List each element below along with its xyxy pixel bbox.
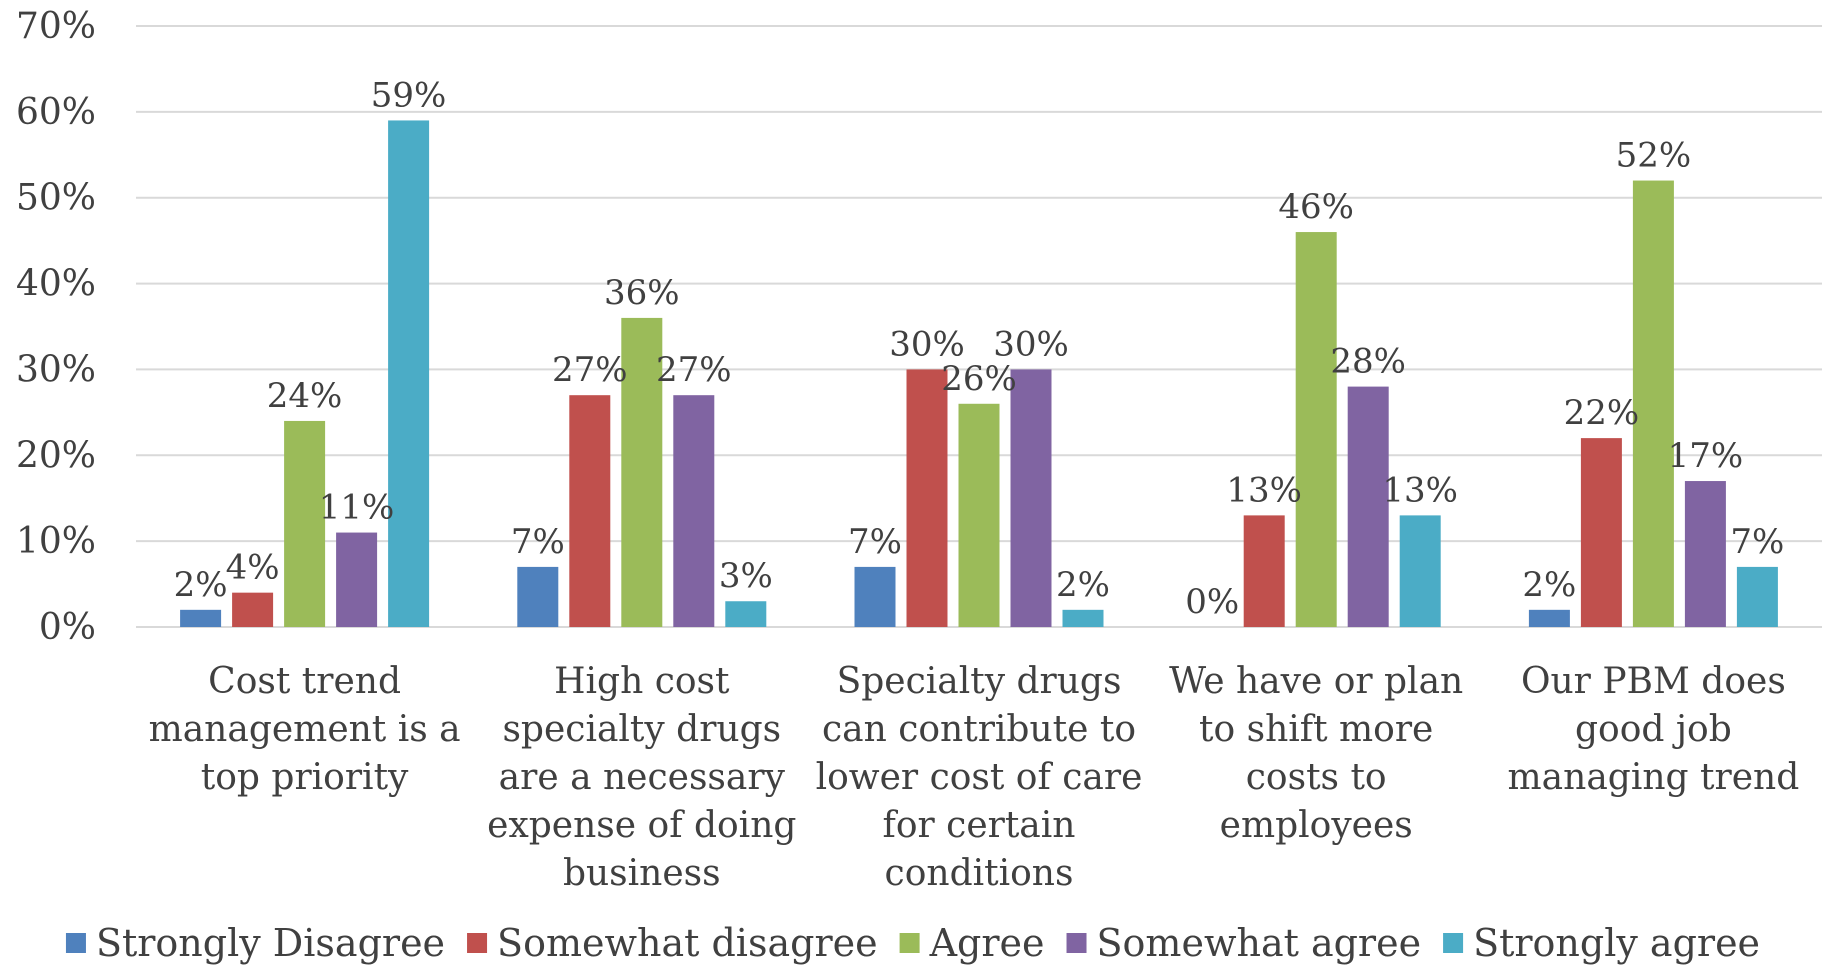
x-category-label-line: Cost trend xyxy=(208,661,401,702)
x-category-label-line: to shift more xyxy=(1199,709,1433,750)
y-tick-label: 30% xyxy=(16,349,96,390)
legend-label: Somewhat agree xyxy=(1097,921,1422,965)
y-tick-label: 20% xyxy=(16,435,96,476)
x-category-label-line: managing trend xyxy=(1508,757,1800,798)
bars xyxy=(180,120,1778,628)
data-label: 26% xyxy=(941,359,1017,399)
data-label: 7% xyxy=(1730,522,1784,562)
x-category-label-line: costs to xyxy=(1246,757,1387,798)
bar xyxy=(1347,386,1389,627)
x-category-label: We have or plan to shift more costs to empl… xyxy=(1169,661,1463,846)
x-category-label-line: good job xyxy=(1575,709,1732,750)
x-category-label-line: for certain xyxy=(883,805,1076,846)
x-category-label-line: High cost xyxy=(554,661,730,702)
data-label: 2% xyxy=(1522,565,1576,605)
data-label: 13% xyxy=(1226,470,1302,510)
y-tick-label: 70% xyxy=(16,6,96,47)
x-category-label: Cost trend management is a top priority xyxy=(149,661,461,798)
data-label: 22% xyxy=(1564,393,1640,433)
data-label: 36% xyxy=(604,273,680,313)
y-tick-label: 50% xyxy=(16,178,96,219)
data-label: 2% xyxy=(1056,565,1110,605)
y-tick-label: 40% xyxy=(16,264,96,305)
bar xyxy=(1684,481,1726,627)
data-label: 7% xyxy=(848,522,902,562)
x-category-label: Our PBM does good job managing trend xyxy=(1508,661,1800,798)
legend-label: Agree xyxy=(929,921,1045,965)
bar xyxy=(1580,438,1622,627)
bar xyxy=(906,369,948,627)
x-category-label-line: employees xyxy=(1220,805,1413,846)
x-category-label-line: We have or plan xyxy=(1169,661,1463,702)
x-category-label-line: conditions xyxy=(885,853,1074,894)
bar xyxy=(1632,180,1674,628)
data-label: 27% xyxy=(552,350,628,390)
bar xyxy=(854,566,896,627)
bar xyxy=(1295,232,1337,628)
bar xyxy=(232,592,274,627)
data-label: 28% xyxy=(1330,342,1406,382)
bar xyxy=(1399,515,1441,627)
bar xyxy=(1528,609,1570,627)
legend-swatch xyxy=(467,933,488,953)
bar xyxy=(1010,369,1052,627)
data-label: 3% xyxy=(719,556,773,596)
legend-swatch xyxy=(1443,933,1464,953)
bar xyxy=(621,317,663,627)
y-axis-tick-labels: 0% 10% 20% 30% 40% 50% 60% 70% xyxy=(16,6,96,648)
x-category-label-line: specialty drugs xyxy=(502,709,781,750)
data-label: 24% xyxy=(267,376,343,416)
data-label: 30% xyxy=(889,324,965,364)
y-tick-label: 0% xyxy=(39,607,96,648)
data-label: 0% xyxy=(1185,582,1239,622)
x-category-label-line: lower cost of care xyxy=(816,757,1143,798)
legend-label: Strongly agree xyxy=(1473,921,1760,965)
legend-label: Somewhat disagree xyxy=(497,921,878,965)
data-label: 59% xyxy=(371,75,447,115)
x-category-label: Specialty drugs can contribute to lower co… xyxy=(816,661,1143,894)
x-category-label: High cost specialty drugs are a necessary e… xyxy=(487,661,796,894)
bar xyxy=(1062,609,1104,627)
x-category-label-line: Our PBM does xyxy=(1521,661,1786,702)
x-category-label-line: Specialty drugs xyxy=(837,661,1122,702)
x-category-label-line: expense of doing xyxy=(487,805,796,846)
bar xyxy=(1243,515,1285,627)
y-tick-label: 60% xyxy=(16,92,96,133)
bar xyxy=(388,120,430,627)
bar xyxy=(725,601,767,627)
data-label: 4% xyxy=(226,548,280,588)
bar xyxy=(1736,566,1778,627)
data-labels: 2%4%24%11%59%7%27%36%27%3%7%30%26%30%2% 0… xyxy=(174,75,1785,622)
x-category-label-line: top priority xyxy=(201,757,409,798)
bar xyxy=(284,420,326,627)
data-label: 11% xyxy=(319,488,395,528)
x-category-label-line: management is a xyxy=(149,709,461,750)
data-label: 52% xyxy=(1616,136,1692,176)
x-category-label-line: business xyxy=(563,853,721,894)
y-tick-label: 10% xyxy=(16,521,96,562)
legend-swatch xyxy=(899,933,920,953)
data-label: 30% xyxy=(993,324,1069,364)
legend-label: Strongly Disagree xyxy=(96,921,445,965)
data-label: 46% xyxy=(1278,187,1354,227)
data-label: 17% xyxy=(1668,436,1744,476)
x-axis-category-labels: Cost trend management is a top priority Hig… xyxy=(149,661,1800,894)
data-label: 2% xyxy=(174,565,228,605)
legend-swatch xyxy=(65,933,86,953)
x-category-label-line: can contribute to xyxy=(822,709,1136,750)
bar xyxy=(336,532,378,627)
legend-swatch xyxy=(1066,933,1087,953)
bar xyxy=(673,395,715,627)
data-label: 27% xyxy=(656,350,732,390)
bar xyxy=(517,566,559,627)
bar xyxy=(180,609,222,627)
data-label: 7% xyxy=(511,522,565,562)
data-label: 13% xyxy=(1382,470,1458,510)
legend: Strongly Disagree Somewhat disagree Agree S… xyxy=(65,921,1760,965)
bar xyxy=(569,395,611,627)
bar xyxy=(958,403,1000,627)
x-category-label-line: are a necessary xyxy=(499,757,786,798)
